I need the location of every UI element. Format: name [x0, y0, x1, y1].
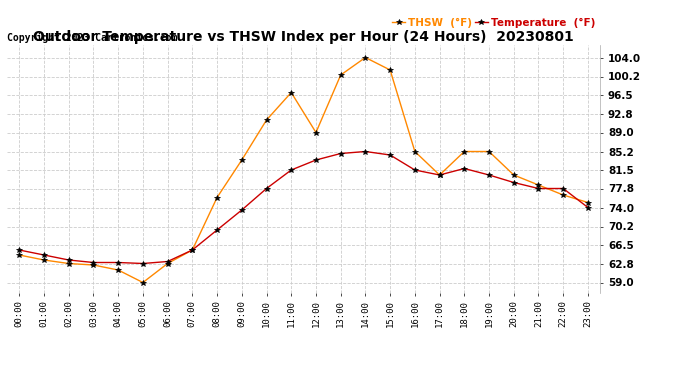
Temperature  (°F)	[362, 149, 370, 154]
THSW  (°F)	[89, 263, 97, 267]
THSW  (°F)	[40, 258, 48, 262]
Temperature  (°F)	[386, 153, 394, 157]
Temperature  (°F)	[114, 260, 122, 265]
Temperature  (°F)	[534, 186, 542, 191]
THSW  (°F)	[287, 90, 295, 95]
THSW  (°F)	[386, 68, 394, 72]
Temperature  (°F)	[485, 173, 493, 177]
THSW  (°F)	[584, 200, 592, 205]
THSW  (°F)	[188, 248, 197, 252]
Temperature  (°F)	[510, 180, 518, 185]
THSW  (°F)	[534, 183, 542, 187]
Temperature  (°F)	[40, 253, 48, 257]
THSW  (°F)	[485, 149, 493, 154]
Temperature  (°F)	[584, 205, 592, 210]
Temperature  (°F)	[559, 186, 567, 191]
Temperature  (°F)	[139, 261, 147, 266]
THSW  (°F)	[337, 73, 345, 77]
THSW  (°F)	[510, 173, 518, 177]
Title: Outdoor Temperature vs THSW Index per Hour (24 Hours)  20230801: Outdoor Temperature vs THSW Index per Ho…	[33, 30, 574, 44]
THSW  (°F)	[15, 253, 23, 257]
THSW  (°F)	[139, 280, 147, 285]
Temperature  (°F)	[287, 168, 295, 172]
Temperature  (°F)	[460, 166, 469, 171]
THSW  (°F)	[460, 149, 469, 154]
Temperature  (°F)	[213, 228, 221, 232]
THSW  (°F)	[411, 149, 419, 154]
Temperature  (°F)	[337, 151, 345, 156]
Temperature  (°F)	[65, 258, 73, 262]
Legend: THSW  (°F), Temperature  (°F): THSW (°F), Temperature (°F)	[393, 18, 595, 28]
Temperature  (°F)	[164, 259, 172, 264]
Temperature  (°F)	[262, 186, 270, 191]
Line: THSW  (°F): THSW (°F)	[17, 55, 591, 285]
THSW  (°F)	[559, 193, 567, 197]
Temperature  (°F)	[312, 158, 320, 162]
Temperature  (°F)	[411, 168, 419, 172]
THSW  (°F)	[114, 268, 122, 272]
THSW  (°F)	[262, 118, 270, 122]
Temperature  (°F)	[15, 248, 23, 252]
Text: Copyright 2023 Cartronics.com: Copyright 2023 Cartronics.com	[7, 33, 177, 42]
THSW  (°F)	[237, 158, 246, 162]
THSW  (°F)	[312, 130, 320, 135]
Line: Temperature  (°F): Temperature (°F)	[17, 149, 591, 266]
THSW  (°F)	[435, 173, 444, 177]
THSW  (°F)	[164, 261, 172, 266]
Temperature  (°F)	[435, 173, 444, 177]
Temperature  (°F)	[89, 260, 97, 265]
Temperature  (°F)	[188, 248, 197, 252]
THSW  (°F)	[213, 195, 221, 200]
THSW  (°F)	[362, 55, 370, 60]
Temperature  (°F)	[237, 208, 246, 212]
THSW  (°F)	[65, 261, 73, 266]
